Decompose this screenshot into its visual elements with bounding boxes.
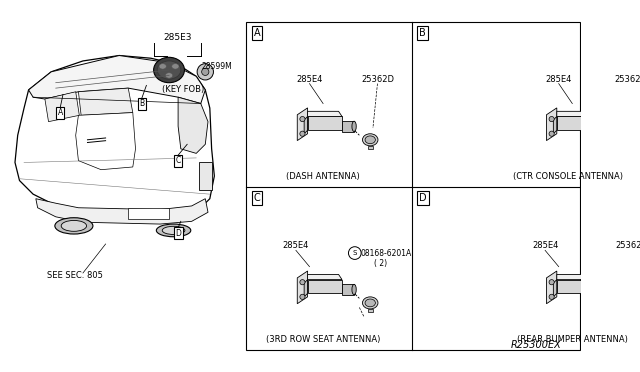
Ellipse shape — [156, 224, 191, 237]
Polygon shape — [36, 199, 208, 224]
Polygon shape — [554, 116, 557, 134]
Text: 285E3: 285E3 — [164, 33, 193, 42]
Ellipse shape — [165, 73, 173, 78]
Ellipse shape — [55, 218, 93, 234]
Polygon shape — [308, 111, 342, 116]
Text: (KEY FOB): (KEY FOB) — [161, 86, 204, 94]
Circle shape — [197, 64, 214, 80]
Polygon shape — [342, 284, 354, 295]
Ellipse shape — [365, 299, 376, 307]
Ellipse shape — [352, 121, 356, 132]
Ellipse shape — [365, 136, 376, 144]
Ellipse shape — [154, 57, 184, 83]
Ellipse shape — [172, 64, 179, 69]
Polygon shape — [308, 275, 342, 280]
Polygon shape — [29, 55, 205, 103]
Text: (REAR BUMPER ANTENNA): (REAR BUMPER ANTENNA) — [517, 335, 628, 344]
Text: (CTR CONSOLE ANTENNA): (CTR CONSOLE ANTENNA) — [513, 171, 623, 180]
Ellipse shape — [300, 131, 305, 136]
Polygon shape — [79, 88, 132, 115]
Bar — [128, 208, 169, 219]
Ellipse shape — [352, 284, 356, 295]
Text: (DASH ANTENNA): (DASH ANTENNA) — [286, 171, 360, 180]
Text: 285E4: 285E4 — [296, 74, 323, 84]
Text: 285E4: 285E4 — [283, 241, 309, 250]
Ellipse shape — [362, 297, 378, 309]
Ellipse shape — [549, 294, 554, 299]
Ellipse shape — [614, 299, 625, 307]
Polygon shape — [591, 284, 604, 295]
Polygon shape — [15, 55, 214, 219]
Ellipse shape — [362, 134, 378, 146]
Text: 285E4: 285E4 — [545, 74, 572, 84]
Polygon shape — [297, 271, 308, 304]
Bar — [199, 163, 212, 190]
Polygon shape — [617, 309, 622, 312]
Text: A: A — [58, 108, 63, 117]
Text: 25362D: 25362D — [361, 74, 394, 84]
Polygon shape — [591, 121, 604, 132]
Polygon shape — [178, 97, 208, 153]
Polygon shape — [557, 275, 591, 280]
Polygon shape — [308, 116, 342, 130]
Polygon shape — [554, 280, 557, 297]
Text: (3RD ROW SEAT ANTENNA): (3RD ROW SEAT ANTENNA) — [266, 335, 380, 344]
Polygon shape — [557, 111, 591, 116]
Polygon shape — [617, 146, 622, 149]
Text: 08168-6201A: 08168-6201A — [361, 248, 412, 257]
Ellipse shape — [612, 297, 627, 309]
Polygon shape — [547, 108, 557, 141]
Polygon shape — [342, 121, 354, 132]
Text: D: D — [419, 193, 427, 203]
Text: A: A — [253, 28, 260, 38]
Ellipse shape — [159, 64, 166, 69]
Ellipse shape — [614, 136, 625, 144]
Ellipse shape — [157, 61, 181, 79]
Ellipse shape — [601, 121, 605, 132]
Text: ( 2): ( 2) — [374, 259, 387, 269]
Text: SEE SEC. 805: SEE SEC. 805 — [47, 271, 102, 280]
Polygon shape — [297, 108, 308, 141]
Bar — [246, 22, 580, 350]
Polygon shape — [304, 116, 308, 134]
Circle shape — [202, 68, 209, 76]
Text: 285E4: 285E4 — [532, 241, 558, 250]
Text: C: C — [253, 193, 260, 203]
Ellipse shape — [300, 280, 305, 285]
Text: C: C — [175, 156, 180, 165]
Polygon shape — [557, 116, 591, 130]
Polygon shape — [304, 280, 308, 297]
Text: 28599M: 28599M — [202, 62, 232, 71]
Polygon shape — [547, 271, 557, 304]
Polygon shape — [45, 92, 79, 122]
Ellipse shape — [601, 284, 605, 295]
Ellipse shape — [549, 280, 554, 285]
Text: B: B — [140, 99, 145, 108]
Text: 25362D: 25362D — [614, 74, 640, 84]
Polygon shape — [557, 280, 591, 294]
Polygon shape — [367, 309, 372, 312]
Text: 25362E: 25362E — [615, 241, 640, 250]
Ellipse shape — [61, 221, 86, 231]
Polygon shape — [308, 280, 342, 294]
Polygon shape — [76, 113, 136, 170]
Ellipse shape — [549, 116, 554, 122]
Ellipse shape — [549, 131, 554, 136]
Text: S: S — [353, 250, 357, 256]
Ellipse shape — [300, 116, 305, 122]
Text: D: D — [175, 229, 181, 238]
Ellipse shape — [612, 134, 627, 146]
Text: R25300EX: R25300EX — [511, 340, 561, 350]
Text: B: B — [419, 28, 426, 38]
Ellipse shape — [163, 226, 185, 234]
Ellipse shape — [300, 294, 305, 299]
Polygon shape — [367, 146, 372, 149]
Circle shape — [348, 247, 361, 259]
